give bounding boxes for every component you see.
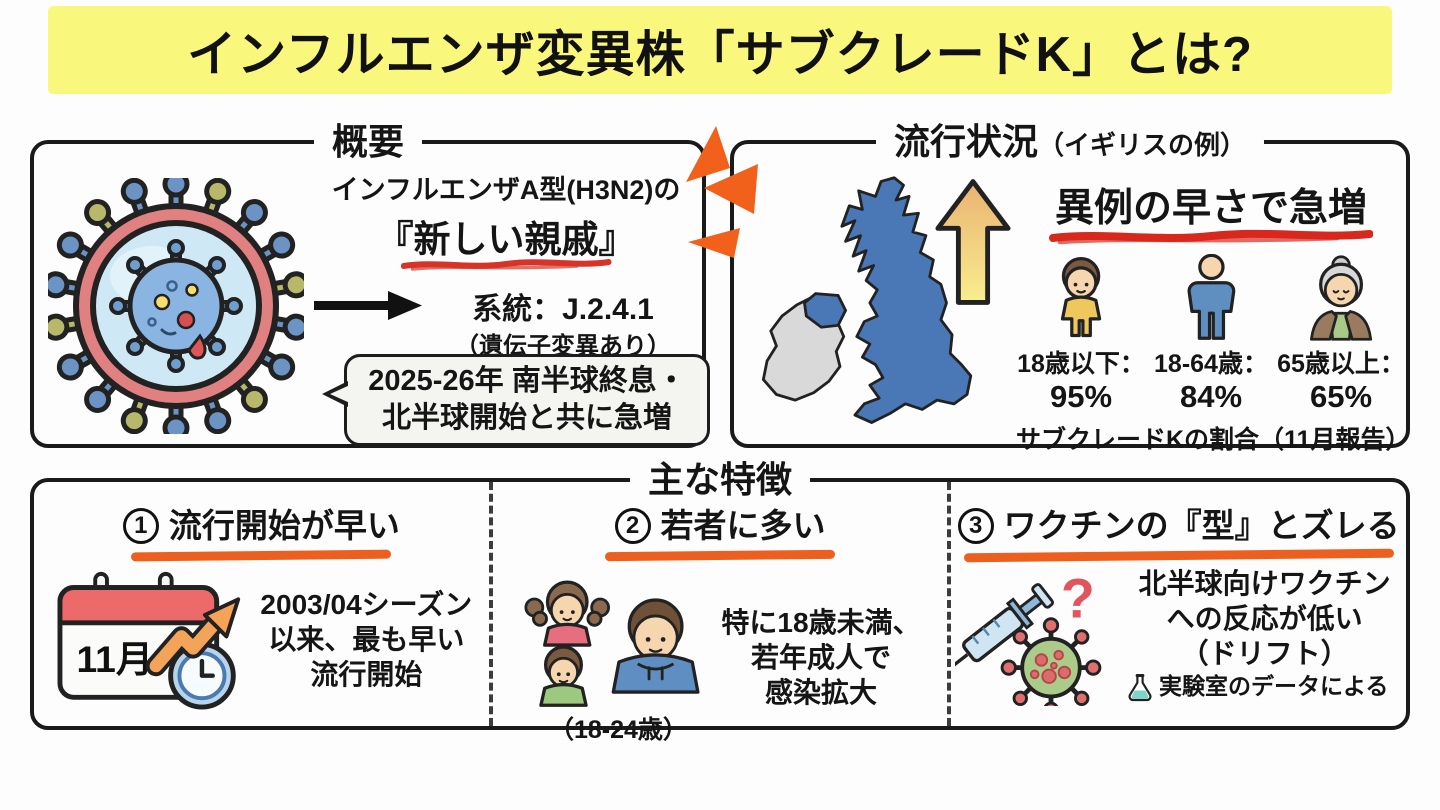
overview-panel: 概要 xyxy=(30,118,710,448)
footnote: 実験室のデータによる xyxy=(1127,669,1402,704)
epidemic-content: 異例の早さで急増 18歳以下： 95% xyxy=(1016,186,1411,456)
number-badge: 1 xyxy=(122,508,159,544)
feature-desc: 2003/04シーズン 以来、最も早い 流行開始 xyxy=(260,588,473,690)
age-group-adult: 18-64歳： 84% xyxy=(1146,253,1276,414)
age-group-label: 18歳以下： xyxy=(1017,350,1145,378)
age-group-child: 18歳以下： 95% xyxy=(1016,254,1146,414)
bubble-line2: 北半球開始と共に急増 xyxy=(381,402,672,434)
lineage-block: 系統：J.2.4.1 （遺伝子変異あり） xyxy=(418,284,708,361)
orange-underline xyxy=(963,548,1394,563)
question-mark-icon: ? xyxy=(1061,568,1095,630)
overview-subtype: インフルエンザA型(H3N2)の 『新しい親戚』 xyxy=(306,168,706,271)
number-badge: 2 xyxy=(614,508,651,544)
child-icon xyxy=(1060,257,1102,338)
right-arrow-icon xyxy=(314,288,424,322)
speech-bubble: 2025-26年 南半球終息・ 北半球開始と共に急増 xyxy=(322,354,710,446)
epidemic-headline: 異例の早さで急増 xyxy=(1048,186,1374,245)
feature-title: 2 若者に多い xyxy=(493,506,948,546)
feature-desc: 特に18歳未満、 若年成人で 感染拡大 xyxy=(721,606,921,708)
orange-underline xyxy=(604,549,836,562)
uk-map-icon xyxy=(754,170,982,434)
feature-desc: 北半球向けワクチン への反応が低い （ドリフト） 実験室のデータによる xyxy=(1127,566,1402,704)
subtype-line2: 『新しい親戚』 xyxy=(377,209,636,271)
influenza-virus-icon xyxy=(48,178,304,434)
up-arrow-icon xyxy=(934,176,1012,308)
age-group-value: 65% xyxy=(1309,379,1373,414)
age-group-label: 18-64歳： xyxy=(1154,350,1268,378)
epidemic-heading: 流行状況（イギリスの例） xyxy=(875,118,1265,169)
vaccine-virus-icon: ? xyxy=(955,568,1102,706)
subtype-line1: インフルエンザA型(H3N2)の xyxy=(331,175,681,205)
feature-title: 3 ワクチンの『型』とズレる xyxy=(951,506,1406,546)
features-panel: 主な特徴 1 流行開始が早い 11月 xyxy=(30,456,1410,744)
age-range-caption: （18-24歳） xyxy=(548,716,688,744)
age-group-value: 84% xyxy=(1179,379,1243,414)
flask-icon xyxy=(1128,673,1152,701)
sparkle-marks-icon xyxy=(676,124,768,274)
calendar-clock-icon: 11月 xyxy=(57,571,241,710)
epidemic-caption: サブクレードKの割合（11月報告） xyxy=(1016,426,1411,454)
adult-icon xyxy=(1187,253,1235,340)
epidemic-panel: 流行状況（イギリスの例） 異例の早さで急増 xyxy=(730,118,1410,454)
young-people-icon xyxy=(524,580,700,707)
age-groups-row: 18歳以下： 95% 18-64歳： 84% xyxy=(1016,253,1406,414)
red-scribble-underline xyxy=(400,259,612,271)
feature-early-start: 1 流行開始が早い 11月 xyxy=(34,482,493,726)
overview-heading: 概要 xyxy=(313,118,423,166)
footnote-text: 実験室のデータによる xyxy=(1159,673,1389,699)
red-scribble-underline xyxy=(1048,229,1374,245)
number-badge: 3 xyxy=(957,508,994,544)
bubble-line1: 2025-26年 南半球終息・ xyxy=(368,365,686,397)
age-group-label: 65歳以上： xyxy=(1277,350,1405,378)
feature-vaccine-mismatch: 3 ワクチンの『型』とズレる ? xyxy=(951,482,1406,726)
epidemic-heading-note: （イギリスの例） xyxy=(1038,130,1247,160)
calendar-month-label: 11月 xyxy=(77,638,154,680)
feature-title: 1 流行開始が早い xyxy=(34,506,489,546)
orange-underline xyxy=(131,549,392,562)
age-group-senior: 65歳以上： 65% xyxy=(1276,254,1406,414)
page-title: インフルエンザ変異株「サブクレードK」とは? xyxy=(187,27,1253,82)
lineage-label: 系統：J.2.4.1 xyxy=(472,293,654,326)
age-group-value: 95% xyxy=(1049,379,1113,414)
features-heading: 主な特徴 xyxy=(629,456,811,504)
title-banner: インフルエンザ変異株「サブクレードK」とは? xyxy=(48,6,1392,94)
feature-young-people: 2 若者に多い xyxy=(493,482,952,744)
senior-icon xyxy=(1309,255,1373,341)
